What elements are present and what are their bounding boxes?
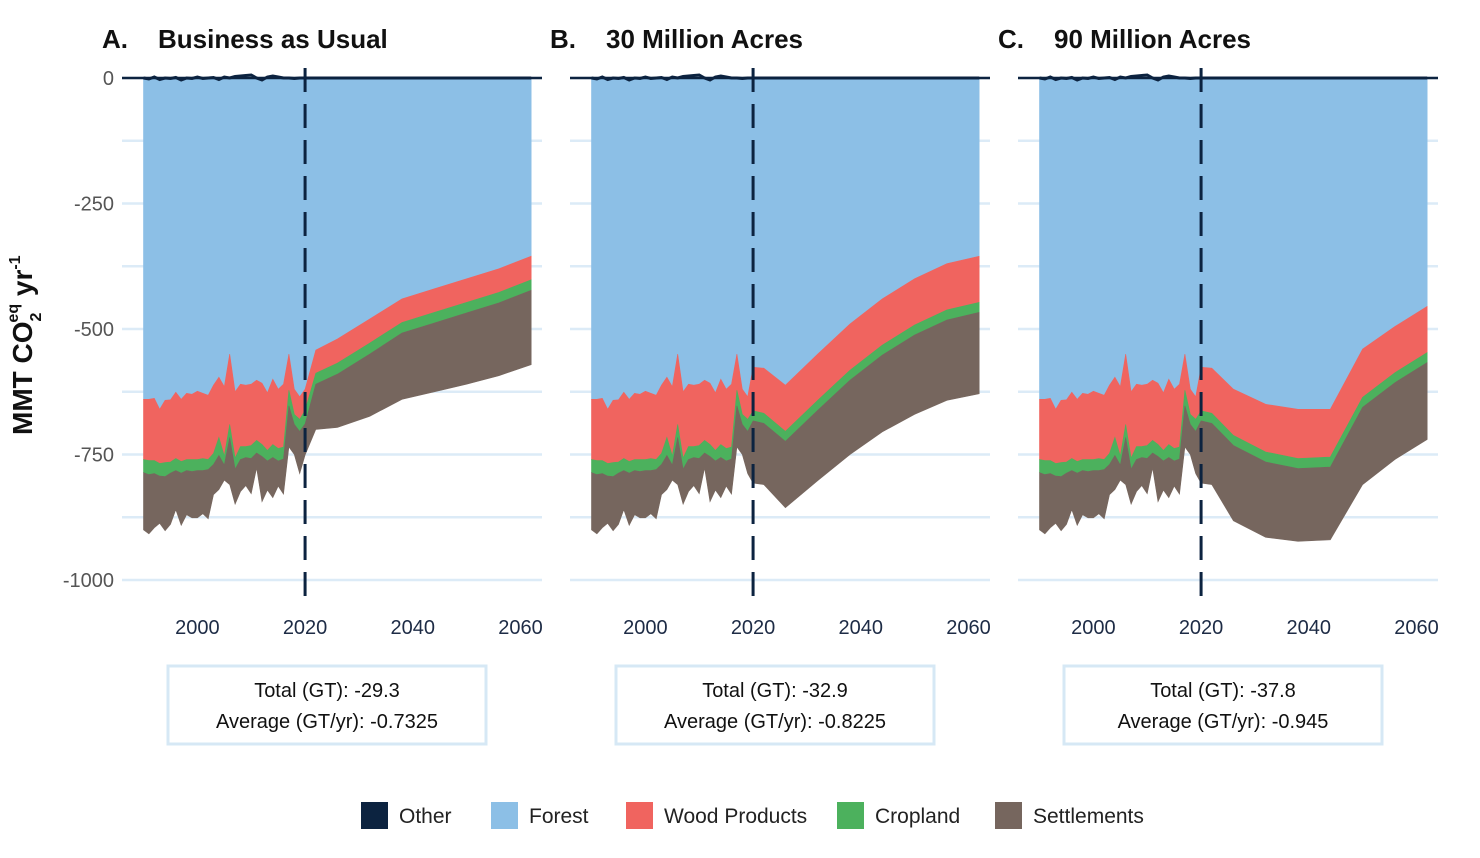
summary-box: Total (GT): -37.8 Average (GT/yr): -0.945 — [1062, 664, 1384, 746]
legend-swatch — [491, 802, 518, 829]
y-title-sup: eq — [5, 304, 22, 323]
panel-3: C. 90 Million Acres 2000 2020 2040 2060 Total … — [998, 24, 1439, 746]
y-tick-label: -750 — [74, 445, 114, 467]
x-tick-label: 2040 — [1287, 617, 1332, 639]
y-tick-label: -250 — [74, 194, 114, 216]
total-label: Total (GT): -32.9 — [702, 680, 848, 702]
y-title-sub: 2 — [28, 312, 45, 321]
legend-item-forest: Forest — [491, 802, 589, 829]
y-tick-label: -1000 — [63, 570, 114, 592]
legend-label: Wood Products — [664, 805, 807, 828]
average-label: Average (GT/yr): -0.7325 — [216, 711, 438, 733]
summary-box-frame — [1062, 664, 1384, 746]
panel-2: B. 30 Million Acres 2000 2020 2040 2060 Total … — [550, 24, 991, 746]
legend-swatch — [837, 802, 864, 829]
x-tick-label: 2060 — [1394, 617, 1439, 639]
summary-box-frame — [614, 664, 936, 746]
panel-1: A. Business as Usual 0 -250 -500 -750 -1000 200… — [63, 24, 543, 746]
panel-letter: A. — [102, 24, 128, 54]
panel-title: 30 Million Acres — [606, 24, 803, 54]
x-tick-label: 2060 — [498, 617, 543, 639]
average-label: Average (GT/yr): -0.8225 — [664, 711, 886, 733]
x-tick-label: 2060 — [946, 617, 991, 639]
x-tick-label: 2040 — [391, 617, 436, 639]
y-title-base: MMT CO — [7, 321, 38, 435]
legend-swatch — [995, 802, 1022, 829]
y-title-unit: yr — [7, 270, 38, 304]
legend-item-settlements: Settlements — [995, 802, 1144, 829]
y-axis-title: MMT CO2 eq yr-1 — [5, 255, 45, 435]
y-title-unit-sup: -1 — [7, 255, 24, 269]
legend-swatch — [361, 802, 388, 829]
area-settlements — [143, 289, 532, 535]
panel-letter: C. — [998, 24, 1024, 54]
panel-title: Business as Usual — [158, 24, 388, 54]
legend: Other Forest Wood Products Cropland Settleme… — [361, 802, 1144, 829]
legend-item-cropland: Cropland — [837, 802, 960, 829]
x-tick-label: 2020 — [1179, 617, 1224, 639]
legend-item-wood-products: Wood Products — [626, 802, 807, 829]
average-label: Average (GT/yr): -0.945 — [1118, 711, 1329, 733]
y-tick-label: 0 — [103, 68, 114, 90]
legend-label: Other — [399, 805, 452, 828]
x-tick-label: 2020 — [731, 617, 776, 639]
total-label: Total (GT): -29.3 — [254, 680, 400, 702]
area-settlements — [1039, 362, 1428, 542]
area-settlements — [591, 312, 980, 535]
summary-box: Total (GT): -29.3 Average (GT/yr): -0.732… — [166, 664, 488, 746]
y-tick-label: -500 — [74, 319, 114, 341]
x-tick-label: 2040 — [839, 617, 884, 639]
y-axis-title-text: MMT CO2 eq yr-1 — [5, 255, 45, 435]
summary-box-frame — [166, 664, 488, 746]
legend-label: Cropland — [875, 805, 960, 828]
x-tick-label: 2000 — [1071, 617, 1116, 639]
summary-box: Total (GT): -32.9 Average (GT/yr): -0.822… — [614, 664, 936, 746]
legend-label: Settlements — [1033, 805, 1144, 828]
panels: A. Business as Usual 0 -250 -500 -750 -1000 200… — [63, 24, 1439, 746]
legend-item-other: Other — [361, 802, 452, 829]
panel-title: 90 Million Acres — [1054, 24, 1251, 54]
legend-label: Forest — [529, 805, 589, 828]
total-label: Total (GT): -37.8 — [1150, 680, 1296, 702]
panel-letter: B. — [550, 24, 576, 54]
x-tick-label: 2020 — [283, 617, 328, 639]
x-tick-label: 2000 — [175, 617, 220, 639]
x-tick-label: 2000 — [623, 617, 668, 639]
legend-swatch — [626, 802, 653, 829]
